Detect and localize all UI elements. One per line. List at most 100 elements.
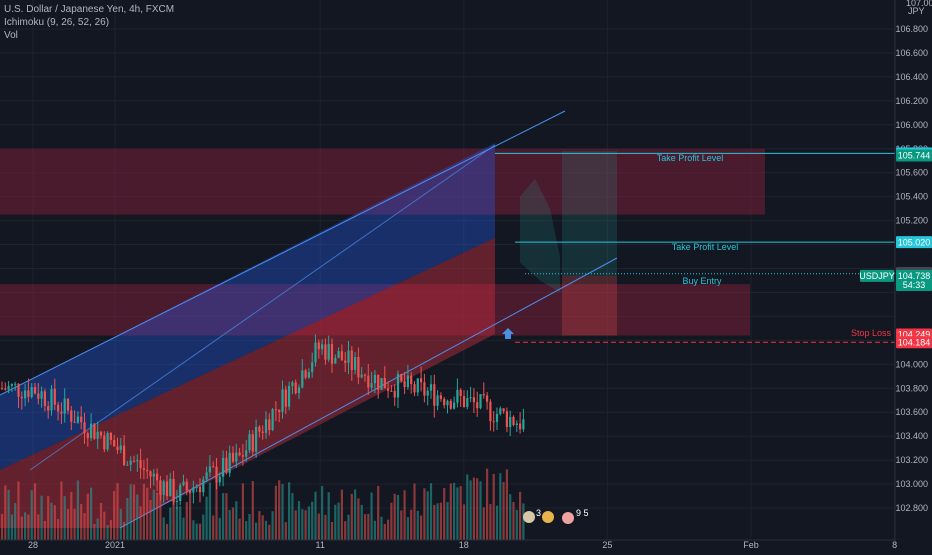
candle-body: [301, 370, 304, 388]
stop-loss-label[interactable]: Stop Loss: [851, 328, 892, 338]
volume-bar: [436, 503, 439, 540]
volume-bar: [337, 502, 340, 540]
volume-bar: [499, 473, 502, 540]
price-tag[interactable]: [896, 236, 932, 249]
volume-bar: [162, 517, 165, 540]
volume-bar: [311, 501, 314, 540]
candle-body: [136, 460, 139, 462]
position-profit-box: [562, 151, 617, 276]
volume-bar: [393, 493, 396, 540]
volume-bar: [492, 473, 495, 540]
candle-body: [126, 464, 129, 466]
price-tag[interactable]: [896, 269, 932, 282]
volume-bar: [462, 504, 466, 540]
volume-bar: [509, 494, 512, 540]
time-tick-label: 25: [602, 540, 612, 550]
price-tag[interactable]: [896, 336, 932, 349]
volume-bar: [354, 489, 357, 540]
volume-bar: [47, 495, 50, 540]
volume-bar: [350, 493, 353, 540]
candle-body: [387, 388, 390, 391]
time-tick-label: 28: [28, 540, 38, 550]
indicator-ichimoku[interactable]: Ichimoku (9, 26, 52, 26): [4, 17, 110, 28]
price-tag-text: 104.738: [898, 271, 931, 281]
candle-body: [212, 466, 215, 468]
chart-legend: U.S. Dollar / Japanese Yen, 4h, FXCM Ich…: [4, 3, 174, 42]
volume-bar: [453, 482, 456, 540]
candle-body: [324, 344, 327, 360]
volume-bar: [281, 483, 284, 540]
buy-entry-label[interactable]: Buy Entry: [682, 276, 722, 286]
volume-bar: [142, 483, 145, 540]
candle-body: [231, 452, 235, 462]
candle-body: [7, 385, 10, 390]
volume-bar: [248, 514, 251, 540]
price-axis[interactable]: 106.800106.600106.400106.200106.000105.8…: [859, 0, 932, 550]
candle-body: [142, 468, 145, 470]
time-axis[interactable]: 282021111825Feb81522Mar815: [0, 539, 932, 550]
candle-body: [400, 373, 403, 382]
candle-body: [218, 476, 221, 483]
price-tick-label: 104.000: [895, 359, 928, 369]
candle-body: [377, 374, 380, 390]
candle-body: [24, 390, 27, 399]
price-tick-label: 103.800: [895, 383, 928, 393]
volume-bar: [482, 507, 485, 540]
volume-bar: [136, 494, 139, 540]
candle-body: [195, 486, 198, 488]
price-tag[interactable]: [896, 149, 932, 162]
volume-bar: [505, 469, 508, 540]
volume-bar: [238, 518, 241, 540]
candle-body: [274, 409, 277, 411]
candle-body: [261, 431, 264, 433]
candle-body: [123, 445, 126, 466]
volume-bar: [10, 514, 13, 540]
volume-bar: [370, 492, 373, 540]
take-profit-label-2[interactable]: Take Profit Level: [672, 242, 739, 252]
volume-bar: [40, 495, 43, 540]
volume-bar: [245, 521, 248, 540]
candle-body: [278, 409, 281, 412]
price-tick-label: 102.800: [895, 503, 928, 513]
volume-bar: [274, 485, 277, 540]
candle-body: [90, 423, 93, 439]
candle-body: [132, 460, 136, 462]
candle-body: [344, 360, 347, 363]
indicator-volume[interactable]: Vol: [4, 30, 18, 41]
symbol-badge[interactable]: [860, 269, 894, 282]
volume-bar: [347, 514, 350, 540]
candle-body: [472, 397, 475, 403]
volume-bar: [159, 480, 162, 540]
volume-bar: [86, 493, 89, 540]
volume-bar: [426, 491, 429, 540]
volume-bar: [515, 509, 518, 540]
candle-body: [446, 400, 449, 406]
candle-body: [119, 445, 122, 450]
demand-zone: [0, 284, 750, 336]
channel-upper-line[interactable]: [0, 110, 566, 396]
volume-bar: [165, 524, 169, 540]
buy-arrow-icon: [502, 328, 514, 339]
trade-levels[interactable]: [495, 152, 895, 343]
candle-body: [17, 383, 20, 397]
candle-body: [363, 374, 367, 376]
flag-us-icon: [523, 511, 535, 523]
volume-bar: [479, 481, 482, 540]
event-flag-icon-2: [542, 511, 554, 523]
volume-bar: [472, 477, 475, 540]
price-tag[interactable]: [896, 279, 932, 292]
candle-body: [255, 426, 258, 452]
candle-body: [99, 431, 103, 436]
event-badges[interactable]: 3 9 5: [523, 508, 589, 524]
candle-body: [291, 382, 294, 387]
volume-bar: [14, 503, 17, 540]
volume-bar: [330, 521, 334, 540]
channel-inner-line[interactable]: [29, 144, 496, 471]
symbol-title[interactable]: U.S. Dollar / Japanese Yen, 4h, FXCM: [4, 4, 175, 15]
volume-bar: [241, 483, 244, 540]
price-tag-text: 104.249: [898, 330, 931, 340]
volume-bar: [132, 484, 136, 540]
take-profit-label-1[interactable]: Take Profit Level: [657, 153, 724, 163]
